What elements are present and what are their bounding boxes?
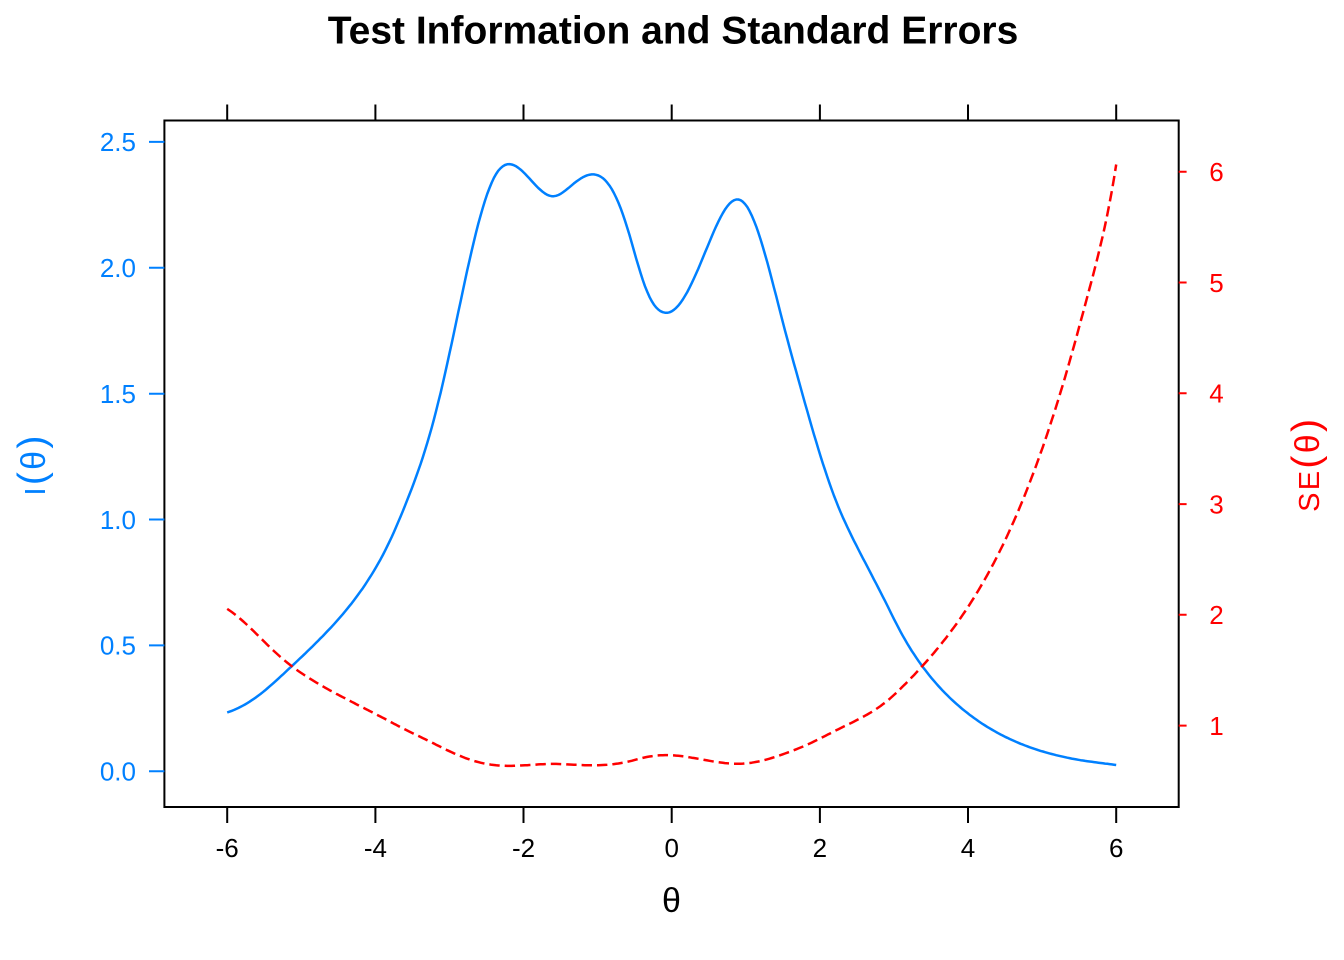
svg-text:1: 1 [1209,711,1223,741]
svg-text:SE(θ): SE(θ) [1285,417,1328,512]
svg-text:2.5: 2.5 [100,127,136,157]
svg-text:2: 2 [813,833,827,863]
svg-text:θ: θ [662,882,681,920]
svg-text:0.5: 0.5 [100,631,136,661]
svg-text:-4: -4 [364,833,387,863]
svg-text:-2: -2 [512,833,535,863]
svg-text:6: 6 [1109,833,1123,863]
svg-text:2: 2 [1209,600,1223,630]
svg-text:2.0: 2.0 [100,253,136,283]
svg-text:6: 6 [1209,157,1223,187]
svg-text:0.0: 0.0 [100,757,136,787]
svg-text:5: 5 [1209,268,1223,298]
svg-text:Test Information and Standard: Test Information and Standard Errors [328,9,1019,52]
svg-text:0: 0 [664,833,678,863]
svg-text:4: 4 [1209,379,1223,409]
svg-text:I(θ): I(θ) [11,433,54,495]
svg-text:4: 4 [961,833,975,863]
svg-text:-6: -6 [216,833,239,863]
svg-text:1.0: 1.0 [100,505,136,535]
svg-text:3: 3 [1209,489,1223,519]
svg-text:1.5: 1.5 [100,379,136,409]
